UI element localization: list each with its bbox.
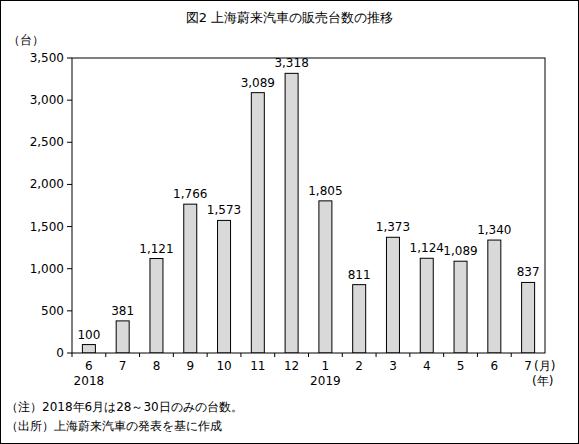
y-tick-label: 2,000: [30, 177, 64, 191]
x-tick-label: 1: [322, 359, 330, 373]
y-tick-label: 500: [41, 304, 64, 318]
data-label: 837: [517, 265, 540, 279]
bar: [420, 258, 433, 353]
x-tick: [105, 353, 106, 357]
x-tick-label: 9: [186, 359, 194, 373]
y-tick: [67, 310, 72, 311]
x-tick-label: 3: [389, 359, 397, 373]
data-label: 1,340: [477, 223, 511, 237]
data-label: 1,573: [207, 203, 241, 217]
y-tick: [67, 268, 72, 269]
chart: 図2 上海蔚来汽車の販売台数の推移 （台） 0 500 1,000 1,500 2,000 2…: [0, 0, 579, 444]
y-tick-label: 1,000: [30, 262, 64, 276]
x-axis-label: (月): [534, 359, 555, 373]
bar: [488, 240, 501, 353]
x-tick-label: 6: [491, 359, 499, 373]
x-tick-label: 7: [524, 359, 532, 373]
data-label: 1,124: [410, 241, 444, 255]
data-label: 811: [348, 268, 371, 282]
data-label: 100: [77, 328, 100, 342]
y-tick: [67, 353, 72, 354]
y-axis-label: （台）: [8, 33, 44, 47]
y-tick-label: 2,500: [30, 135, 64, 149]
bars: [82, 73, 534, 353]
x-tick-label: 4: [423, 359, 431, 373]
x-tick: [173, 353, 174, 357]
bar: [82, 345, 95, 353]
x-tick: [207, 353, 208, 357]
data-label: 1,805: [308, 184, 342, 198]
x-tick: [274, 353, 275, 357]
bar: [184, 204, 197, 353]
note: （注）2018年6月は28～30日のみの台数。: [6, 400, 243, 414]
x-tick: [139, 353, 140, 357]
y-tick: [67, 142, 72, 143]
x-secondary-axis-label: (年): [532, 374, 553, 388]
x-tick-label: 7: [119, 359, 127, 373]
data-label: 3,089: [241, 76, 275, 90]
bar: [454, 261, 467, 353]
plot-frame: [72, 58, 545, 353]
y-tick: [67, 184, 72, 185]
data-label: 1,373: [376, 220, 410, 234]
y-tick-label: 3,500: [30, 51, 64, 65]
bar: [319, 201, 332, 353]
x-tick: [308, 353, 309, 357]
data-label: 1,121: [139, 242, 173, 256]
data-label: 1,089: [443, 244, 477, 258]
year-label: 2019: [310, 374, 341, 388]
x-tick: [477, 353, 478, 357]
bar: [251, 93, 264, 353]
y-tick: [67, 226, 72, 227]
data-label: 381: [111, 304, 134, 318]
y-tick-label: 0: [56, 346, 64, 360]
note: （出所）上海蔚来汽車の発表を基に作成: [6, 419, 222, 433]
x-tick-label: 6: [85, 359, 93, 373]
year-label: 2018: [74, 374, 105, 388]
bar: [353, 285, 366, 353]
bar: [386, 237, 399, 353]
bar: [218, 220, 231, 353]
title: 図2 上海蔚来汽車の販売台数の推移: [186, 10, 393, 25]
outer-frame: [1, 1, 579, 444]
x-tick-label: 5: [457, 359, 465, 373]
y-tick-label: 1,500: [30, 220, 64, 234]
data-label: 1,766: [173, 187, 207, 201]
x-tick: [376, 353, 377, 357]
x-tick: [443, 353, 444, 357]
y-tick-label: 3,000: [30, 93, 64, 107]
x-tick-label: 2: [355, 359, 363, 373]
x-tick: [511, 353, 512, 357]
y-tick: [67, 58, 72, 59]
y-tick: [67, 100, 72, 101]
x-tick-label: 11: [250, 359, 265, 373]
bar: [116, 321, 129, 353]
x-tick-label: 12: [284, 359, 299, 373]
x-tick-label: 10: [216, 359, 231, 373]
x-tick: [240, 353, 241, 357]
bar: [285, 73, 298, 353]
x-tick: [72, 353, 73, 357]
x-tick-label: 8: [153, 359, 161, 373]
bar: [150, 259, 163, 353]
x-tick: [342, 353, 343, 357]
x-tick: [409, 353, 410, 357]
bar: [522, 282, 535, 353]
